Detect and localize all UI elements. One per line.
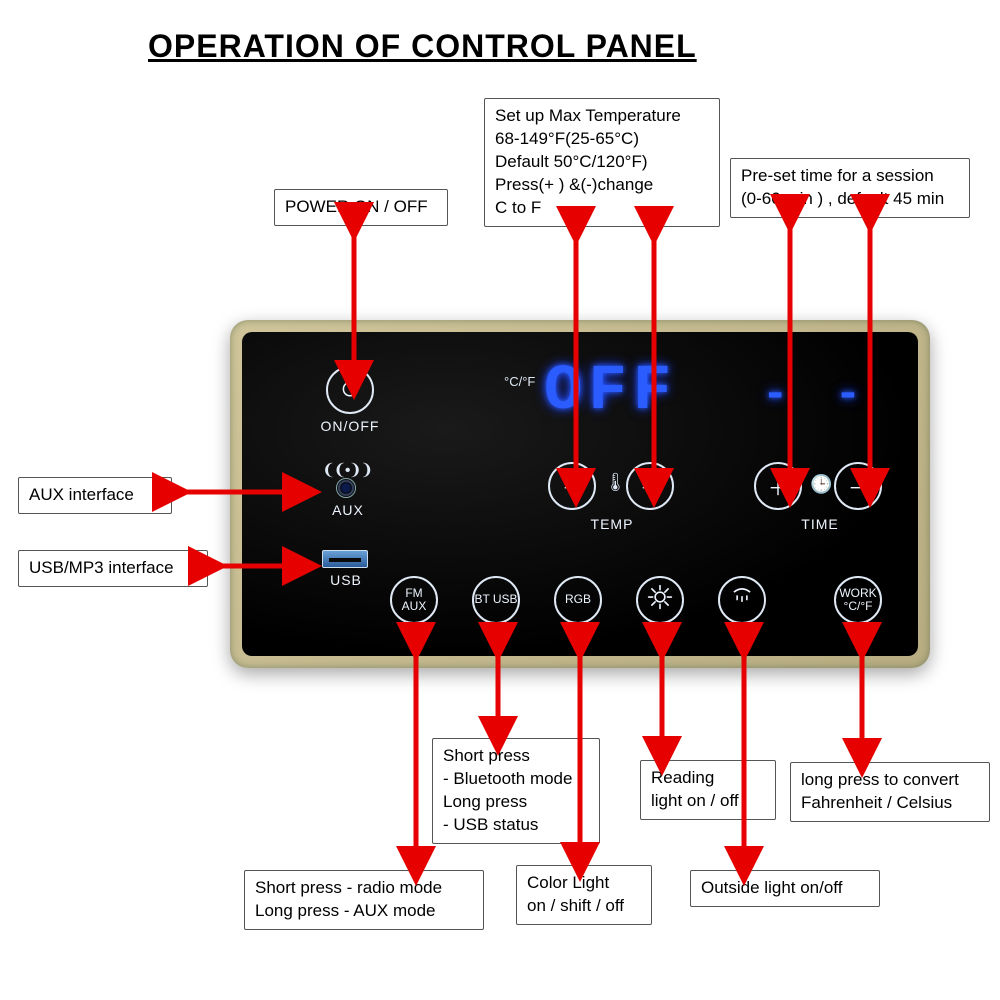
- time-display: - -: [762, 370, 871, 420]
- control-panel-frame: ⏻ ON/OFF ❨❨•❩❩ AUX USB °C/°F OFF - - ＋ 🌡…: [230, 320, 930, 668]
- power-button[interactable]: ⏻: [326, 366, 374, 414]
- callout-work: long press to convert Fahrenheit / Celsi…: [790, 762, 990, 822]
- onoff-label: ON/OFF: [316, 418, 384, 434]
- cf-unit-label: °C/°F: [504, 374, 535, 389]
- fm-aux-button[interactable]: FM AUX: [390, 576, 438, 624]
- clock-icon: 🕒: [810, 474, 832, 495]
- page-title: OPERATION OF CONTROL PANEL: [148, 28, 697, 65]
- plus-icon: ＋: [562, 472, 582, 501]
- time-minus-button[interactable]: －: [834, 462, 882, 510]
- callout-aux: AUX interface: [18, 477, 172, 514]
- control-panel: ⏻ ON/OFF ❨❨•❩❩ AUX USB °C/°F OFF - - ＋ 🌡…: [242, 332, 918, 656]
- plus-icon: ＋: [768, 472, 788, 501]
- minus-icon: －: [640, 472, 660, 501]
- power-icon: ⏻: [342, 379, 358, 402]
- callout-fmaux: Short press - radio mode Long press - AU…: [244, 870, 484, 930]
- aux-jack[interactable]: [336, 478, 356, 498]
- callout-outside: Outside light on/off: [690, 870, 880, 907]
- temp-label: TEMP: [582, 516, 642, 532]
- callout-btusb: Short press - Bluetooth mode Long press …: [432, 738, 600, 844]
- rgb-button[interactable]: RGB: [554, 576, 602, 624]
- callout-reading: Reading light on / off: [640, 760, 776, 820]
- bt-usb-label: BT USB: [474, 593, 517, 606]
- lamp-icon: [729, 584, 755, 616]
- outside-light-button[interactable]: [718, 576, 766, 624]
- time-label: TIME: [790, 516, 850, 532]
- usb-slot[interactable]: [322, 550, 368, 568]
- aux-waves-icon: ❨❨•❩❩: [322, 460, 366, 480]
- callout-power: POWER ON / OFF: [274, 189, 448, 226]
- callout-time: Pre-set time for a session (0-60 min ) ,…: [730, 158, 970, 218]
- fm-aux-label: FM AUX: [392, 587, 436, 613]
- bt-usb-button[interactable]: BT USB: [472, 576, 520, 624]
- time-plus-button[interactable]: ＋: [754, 462, 802, 510]
- temp-plus-button[interactable]: ＋: [548, 462, 596, 510]
- temp-display: OFF: [544, 356, 677, 428]
- aux-label: AUX: [328, 502, 368, 518]
- callout-usb: USB/MP3 interface: [18, 550, 208, 587]
- work-label: WORK °C/°F: [836, 587, 880, 613]
- thermometer-icon: 🌡: [604, 472, 627, 493]
- temp-minus-button[interactable]: －: [626, 462, 674, 510]
- callout-temp: Set up Max Temperature 68-149°F(25-65°C)…: [484, 98, 720, 227]
- callout-rgb: Color Light on / shift / off: [516, 865, 652, 925]
- usb-label: USB: [328, 572, 364, 588]
- work-cf-button[interactable]: WORK °C/°F: [834, 576, 882, 624]
- sun-icon: [647, 584, 673, 616]
- minus-icon: －: [848, 472, 868, 501]
- reading-light-button[interactable]: [636, 576, 684, 624]
- rgb-label: RGB: [565, 593, 591, 606]
